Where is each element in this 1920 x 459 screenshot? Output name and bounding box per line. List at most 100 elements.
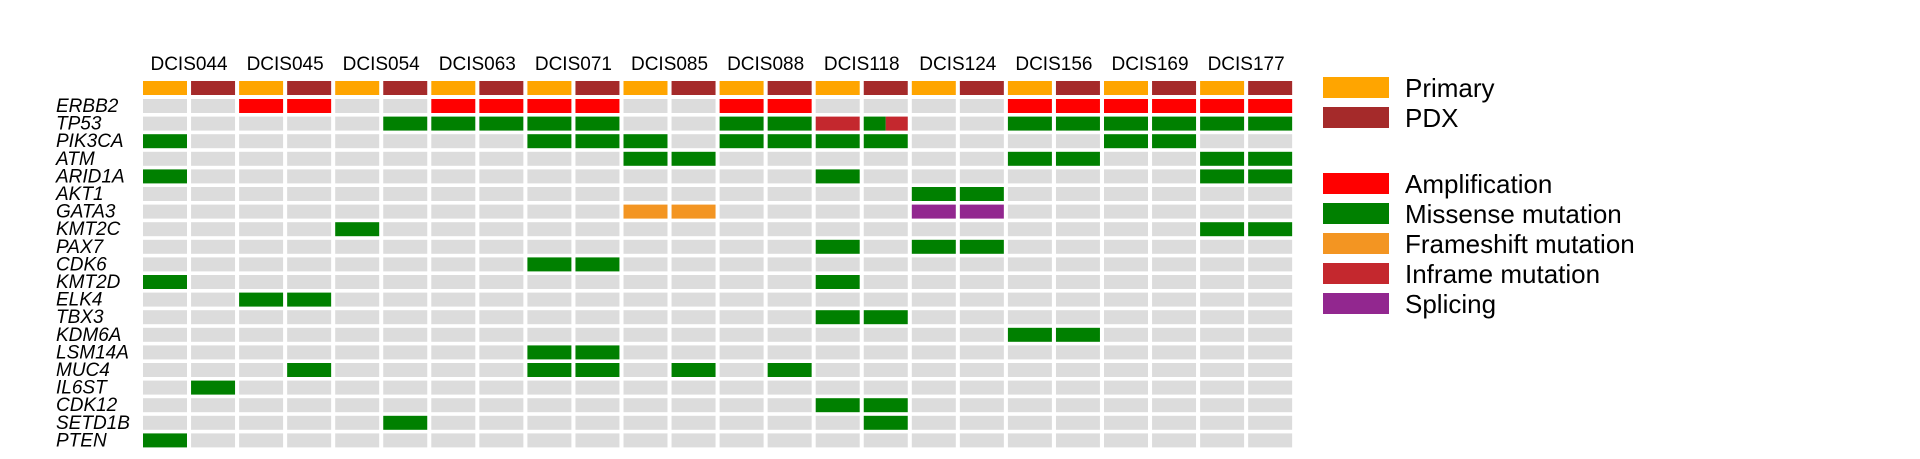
cell-kdm6a-dcis045-primary-empty	[239, 327, 284, 342]
cell-atm-dcis118-pdx-empty	[863, 151, 908, 166]
cell-elk4-dcis085-pdx-empty	[671, 292, 716, 307]
cell-pten-dcis169-primary-empty	[1104, 433, 1148, 448]
cell-setd1b-dcis169-pdx-empty	[1152, 415, 1197, 430]
cell-pten-dcis088-pdx-empty	[767, 433, 812, 448]
cell-setd1b-dcis118-primary-empty	[815, 415, 860, 430]
cell-kmt2c-dcis124-primary-empty	[911, 222, 956, 237]
cell-gata3-dcis085-primary-frameshift-mutation	[623, 204, 668, 219]
cell-il6st-dcis045-pdx-empty	[287, 380, 332, 395]
cell-lsm14a-dcis054-primary-empty	[335, 345, 380, 360]
cell-cdk12-dcis118-pdx-missense-mutation	[863, 398, 908, 413]
cell-gata3-dcis044-pdx-empty	[191, 204, 236, 219]
cell-tp53-dcis124-pdx-empty	[959, 116, 1004, 131]
cell-lsm14a-dcis124-pdx-empty	[959, 345, 1004, 360]
cell-tp53-dcis118-pdx-inframe-mutation	[885, 116, 908, 131]
cell-gata3-dcis044-primary-empty	[143, 204, 187, 219]
cell-pax7-dcis177-primary-empty	[1200, 239, 1245, 254]
cell-arid1a-dcis063-pdx-empty	[479, 169, 524, 184]
cell-atm-dcis124-pdx-empty	[959, 151, 1004, 166]
cell-il6st-dcis054-pdx-empty	[383, 380, 428, 395]
cell-akt1-dcis045-primary-empty	[239, 187, 284, 201]
cell-cdk6-dcis088-pdx-empty	[767, 257, 812, 272]
cell-tbx3-dcis063-primary-empty	[431, 310, 476, 325]
cell-akt1-dcis124-pdx-missense-mutation	[959, 187, 1004, 201]
cell-erbb2-dcis085-pdx-empty	[671, 99, 716, 113]
cell-pax7-dcis044-primary-empty	[143, 239, 187, 254]
cell-tbx3-dcis088-primary-empty	[719, 310, 764, 325]
cell-pax7-dcis044-pdx-empty	[191, 239, 236, 254]
cell-cdk6-dcis063-pdx-empty	[479, 257, 524, 272]
cell-arid1a-dcis071-pdx-empty	[575, 169, 620, 184]
cell-setd1b-dcis071-primary-empty	[527, 415, 572, 430]
cell-kdm6a-dcis054-primary-empty	[335, 327, 380, 342]
cell-pik3ca-dcis045-pdx-empty	[287, 134, 332, 149]
type-cell-dcis177-pdx	[1248, 81, 1293, 95]
cell-pik3ca-dcis118-pdx-missense-mutation	[863, 134, 908, 149]
legend-swatch-frameshift-mutation	[1323, 233, 1389, 254]
cell-kmt2c-dcis169-primary-empty	[1104, 222, 1148, 237]
cell-tp53-dcis169-pdx-missense-mutation	[1152, 116, 1197, 131]
cell-il6st-dcis169-primary-empty	[1104, 380, 1148, 395]
cell-akt1-dcis088-pdx-empty	[767, 187, 812, 201]
cell-erbb2-dcis044-primary-empty	[143, 99, 187, 113]
cell-tbx3-dcis044-pdx-empty	[191, 310, 236, 325]
cell-akt1-dcis054-primary-empty	[335, 187, 380, 201]
gene-label-cdk12: CDK12	[56, 395, 118, 416]
cell-kmt2d-dcis063-primary-empty	[431, 275, 476, 289]
cell-tbx3-dcis124-primary-empty	[911, 310, 956, 325]
legend-label-missense-mutation: Missense mutation	[1405, 199, 1622, 229]
cell-tbx3-dcis054-primary-empty	[335, 310, 380, 325]
cell-il6st-dcis044-primary-empty	[143, 380, 187, 395]
cell-pax7-dcis118-pdx-empty	[863, 239, 908, 254]
type-cell-dcis169-primary	[1104, 81, 1148, 95]
cell-pik3ca-dcis085-primary-missense-mutation	[623, 134, 668, 149]
cell-pax7-dcis088-pdx-empty	[767, 239, 812, 254]
cell-pax7-dcis169-primary-empty	[1104, 239, 1148, 254]
cell-kmt2d-dcis085-primary-empty	[623, 275, 668, 289]
cell-cdk12-dcis044-pdx-empty	[191, 398, 236, 413]
cell-pik3ca-dcis063-primary-empty	[431, 134, 476, 149]
cell-lsm14a-dcis063-pdx-empty	[479, 345, 524, 360]
type-cell-dcis118-pdx	[863, 81, 908, 95]
cell-elk4-dcis169-primary-empty	[1104, 292, 1148, 307]
cell-kmt2c-dcis177-primary-missense-mutation	[1200, 222, 1245, 237]
cell-kmt2d-dcis071-pdx-empty	[575, 275, 620, 289]
cell-erbb2-dcis063-pdx-amplification	[479, 99, 524, 113]
type-cell-dcis045-pdx	[287, 81, 332, 95]
cell-lsm14a-dcis177-primary-empty	[1200, 345, 1245, 360]
cell-cdk12-dcis156-pdx-empty	[1055, 398, 1100, 413]
cell-pten-dcis177-pdx-empty	[1248, 433, 1293, 448]
legend-swatch-missense-mutation	[1323, 203, 1389, 224]
cell-arid1a-dcis124-primary-empty	[911, 169, 956, 184]
legend-swatch-amplification	[1323, 173, 1389, 194]
cell-kmt2d-dcis118-pdx-empty	[863, 275, 908, 289]
cell-cdk6-dcis169-primary-empty	[1104, 257, 1148, 272]
cell-tp53-dcis169-primary-missense-mutation	[1104, 116, 1148, 131]
cell-pten-dcis118-pdx-empty	[863, 433, 908, 448]
cell-kdm6a-dcis054-pdx-empty	[383, 327, 428, 342]
cell-kmt2c-dcis063-pdx-empty	[479, 222, 524, 237]
cell-kmt2d-dcis063-pdx-empty	[479, 275, 524, 289]
sample-labels: DCIS044 DCIS045 DCIS054 DCIS063 DCIS071 DCIS0…	[150, 54, 1284, 75]
cell-kmt2d-dcis045-primary-empty	[239, 275, 284, 289]
cell-lsm14a-dcis044-primary-empty	[143, 345, 187, 360]
cell-atm-dcis177-primary-missense-mutation	[1200, 151, 1245, 166]
gene-label-tp53: TP53	[56, 114, 102, 135]
mutation-grid	[143, 99, 1293, 448]
cell-tbx3-dcis088-pdx-empty	[767, 310, 812, 325]
cell-cdk6-dcis063-primary-empty	[431, 257, 476, 272]
cell-arid1a-dcis118-pdx-empty	[863, 169, 908, 184]
cell-kmt2c-dcis118-pdx-empty	[863, 222, 908, 237]
cell-cdk12-dcis124-primary-empty	[911, 398, 956, 413]
cell-cdk12-dcis169-primary-empty	[1104, 398, 1148, 413]
cell-pik3ca-dcis044-pdx-empty	[191, 134, 236, 149]
gene-label-gata3: GATA3	[56, 202, 116, 223]
type-cell-dcis044-primary	[143, 81, 187, 95]
cell-kdm6a-dcis177-pdx-empty	[1248, 327, 1293, 342]
cell-elk4-dcis118-primary-empty	[815, 292, 860, 307]
cell-atm-dcis054-primary-empty	[335, 151, 380, 166]
cell-cdk12-dcis071-pdx-empty	[575, 398, 620, 413]
type-cell-dcis124-pdx	[959, 81, 1004, 95]
type-cell-dcis177-primary	[1200, 81, 1245, 95]
cell-gata3-dcis177-pdx-empty	[1248, 204, 1293, 219]
